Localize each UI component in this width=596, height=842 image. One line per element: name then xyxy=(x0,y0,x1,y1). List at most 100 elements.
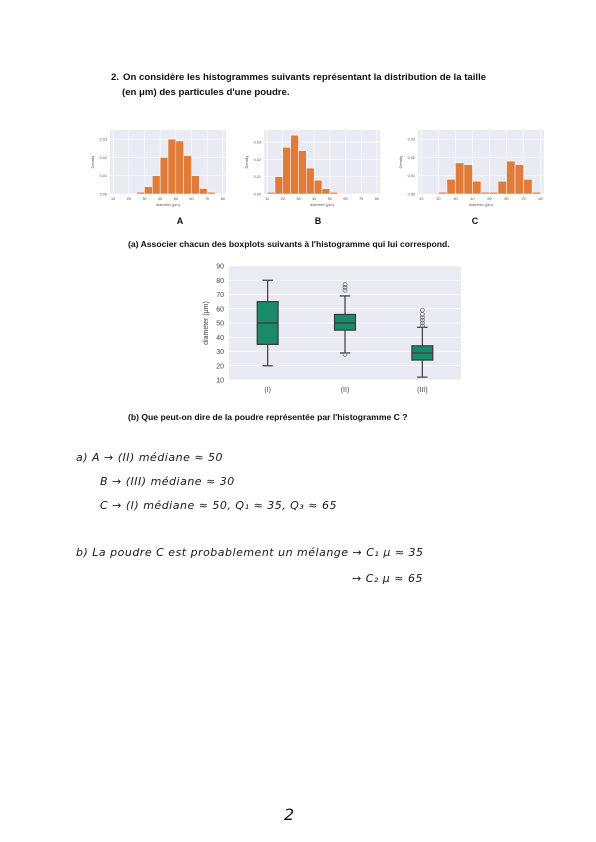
y-tick-label: 0.02 xyxy=(100,156,107,160)
y-tick-label: 40 xyxy=(216,335,224,342)
x-axis-label: diameter (μm) xyxy=(156,203,180,207)
x-tick-label: 50 xyxy=(487,197,491,201)
x-tick-label: 20 xyxy=(281,197,285,201)
x-tick-label: 50 xyxy=(328,197,332,201)
histogram-bar xyxy=(175,140,184,195)
histogram-bar xyxy=(463,164,473,195)
histogram-bar xyxy=(199,188,208,195)
outlier-point xyxy=(419,314,425,320)
answer-b-line-1: b) La poudre C est probablement un mélan… xyxy=(76,546,424,559)
y-tick-label: 0.03 xyxy=(408,138,415,142)
histogram-bar xyxy=(298,150,307,195)
histogram-label-b: B xyxy=(314,216,322,226)
histogram-b: 0.00 0.01 0.02 0.03 10 20 30 40 50 60 70 80 Density d… xyxy=(242,128,388,210)
x-tick-label: 80 xyxy=(375,197,379,201)
answer-b-line-2: → C₂ μ ≈ 65 xyxy=(352,572,424,585)
histogram-bar xyxy=(514,164,524,195)
x-axis-label: diameter (μm) xyxy=(310,203,334,207)
answer-a-line-3: C → (I) médiane ≈ 50, Q₁ ≈ 35, Q₃ ≈ 65 xyxy=(100,499,337,512)
histogram-bar xyxy=(183,155,192,195)
histogram-bar xyxy=(144,186,153,195)
histogram-bar xyxy=(446,179,456,195)
histogram-c: 0.00 0.01 0.02 0.03 10 20 30 40 50 60 70 80 Density d… xyxy=(396,128,552,210)
y-tick-label: 0.01 xyxy=(100,174,107,178)
histogram-bar xyxy=(321,188,331,195)
histogram-a: 0.00 0.01 0.02 0.03 10 20 30 40 50 60 70 80 Density d… xyxy=(88,128,234,210)
outlier-point xyxy=(342,282,348,287)
histogram-bar xyxy=(438,191,448,195)
y-tick-label: 0.02 xyxy=(254,158,261,162)
histogram-bar xyxy=(282,147,291,195)
outlier-point xyxy=(342,285,348,290)
outlier-point xyxy=(419,320,425,326)
x-tick-label: 20 xyxy=(127,197,131,201)
x-tick-label: 70 xyxy=(205,197,209,201)
y-axis-label: Density xyxy=(91,156,95,169)
outlier-point xyxy=(419,307,425,313)
histogram-label-a: A xyxy=(176,216,184,226)
histogram-bar xyxy=(480,191,490,195)
y-axis-label: Density xyxy=(399,156,403,169)
y-tick-label: 10 xyxy=(216,378,224,385)
question-line-2: (en μm) des particules d'une poudre. xyxy=(122,87,290,98)
x-tick-label: 60 xyxy=(189,197,193,201)
x-tick-label: (III) xyxy=(417,387,428,394)
x-tick-label: 80 xyxy=(538,197,542,201)
y-tick-label: 0.02 xyxy=(408,156,415,160)
histogram-bar xyxy=(206,191,216,195)
histogram-bar xyxy=(531,191,541,195)
question-number: 2. xyxy=(111,72,120,83)
x-tick-label: 80 xyxy=(221,197,225,201)
x-tick-label: 50 xyxy=(174,197,178,201)
outlier-point xyxy=(342,287,348,293)
y-tick-label: 80 xyxy=(216,278,224,285)
y-tick-label: 60 xyxy=(216,306,224,313)
x-tick-label: 60 xyxy=(504,197,508,201)
sub-question-a: (a) Associer chacun des boxplots suivant… xyxy=(128,239,450,249)
x-tick-label: 20 xyxy=(436,197,440,201)
y-tick-label: 50 xyxy=(216,321,224,328)
question-title: 2. On considère les histogrammes suivants… xyxy=(111,70,541,100)
y-tick-label: 20 xyxy=(216,363,224,370)
histogram-bar xyxy=(290,134,299,195)
histogram-bar xyxy=(497,180,507,195)
outlier-point xyxy=(342,351,348,357)
histogram-bar xyxy=(329,192,338,195)
histogram-bar xyxy=(159,157,169,195)
x-tick-label: 10 xyxy=(111,197,115,201)
histogram-bar xyxy=(136,191,145,195)
histogram-bar xyxy=(274,176,284,195)
y-tick-label: 0.00 xyxy=(100,193,107,197)
y-axis-label: Density xyxy=(245,156,249,169)
x-tick-label: 30 xyxy=(296,197,300,201)
x-tick-label: 70 xyxy=(521,197,525,201)
outlier-point xyxy=(419,323,425,329)
x-tick-label: 40 xyxy=(470,197,474,201)
outlier-point xyxy=(419,317,425,323)
histogram-bar xyxy=(506,160,516,195)
x-tick-label: (I) xyxy=(264,387,271,394)
y-tick-label: 0.01 xyxy=(408,174,415,178)
x-tick-label: (II) xyxy=(341,387,350,394)
histogram-bar xyxy=(191,175,200,195)
x-tick-label: 10 xyxy=(419,197,423,201)
x-tick-label: 30 xyxy=(453,197,457,201)
answer-a-line-1: a) A → (II) médiane ≈ 50 xyxy=(76,451,224,464)
sub-question-b: (b) Que peut-on dire de la poudre représ… xyxy=(128,412,408,422)
x-tick-label: 60 xyxy=(343,197,347,201)
histogram-bar xyxy=(167,138,177,195)
x-axis-label: diameter (μm) xyxy=(469,203,493,207)
y-tick-label: 90 xyxy=(216,264,224,271)
x-tick-label: 30 xyxy=(142,197,146,201)
histogram-bar xyxy=(489,191,499,195)
y-tick-label: 0.00 xyxy=(254,193,261,197)
y-tick-label: 0.03 xyxy=(100,138,107,142)
y-tick-label: 0.03 xyxy=(254,141,261,145)
y-tick-label: 0.00 xyxy=(408,193,415,197)
x-tick-label: 70 xyxy=(359,197,363,201)
boxplot-chart: 10 20 30 40 50 60 70 80 90 diameter (μm) (I) (II) (I… xyxy=(199,260,464,403)
answer-a-line-2: B → (III) médiane ≈ 30 xyxy=(100,475,235,488)
histogram-bar xyxy=(455,162,465,195)
box xyxy=(333,313,357,331)
histogram-bar xyxy=(306,167,315,195)
